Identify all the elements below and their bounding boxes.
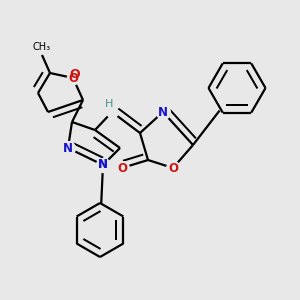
Text: O: O <box>168 161 178 175</box>
Text: N: N <box>63 142 73 154</box>
Text: CH₃: CH₃ <box>33 42 51 52</box>
Text: N: N <box>98 158 108 172</box>
Text: H: H <box>105 100 113 110</box>
Text: O: O <box>68 71 78 85</box>
Text: N: N <box>98 158 108 172</box>
Text: O: O <box>69 68 80 81</box>
Text: N: N <box>158 106 168 118</box>
Text: O: O <box>117 161 127 175</box>
